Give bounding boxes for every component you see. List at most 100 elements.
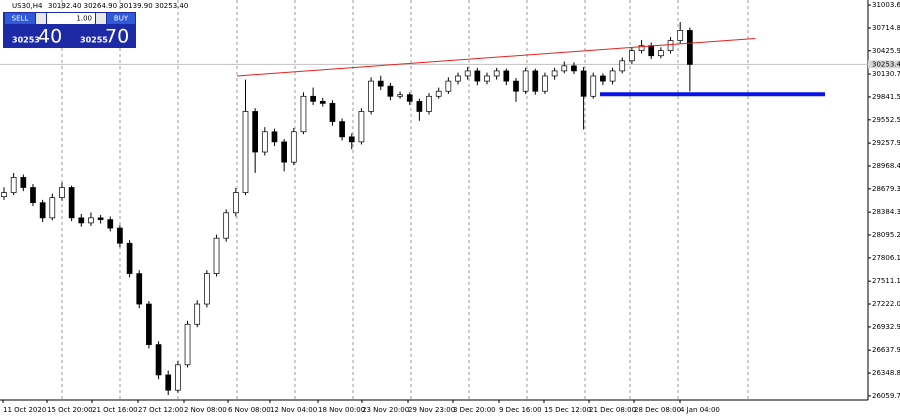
- candle-body: [522, 70, 529, 92]
- candle-body: [464, 70, 471, 77]
- candle-body: [213, 237, 220, 274]
- candle-body: [175, 364, 181, 391]
- buy-pips: 70: [105, 26, 129, 48]
- candle-body: [406, 94, 413, 102]
- x-tick-label: 21 Oct 16:00: [92, 406, 138, 414]
- y-tick-label: 30130.70: [872, 70, 900, 78]
- lot-field[interactable]: [47, 13, 95, 24]
- x-tick-label: 18 Nov 00:00: [318, 406, 365, 414]
- candle-body: [319, 100, 326, 104]
- ohlc-text: 30192.40 30264.90 30139.90 30253.40: [48, 2, 188, 10]
- x-tick-label: 3 Dec 20:00: [453, 406, 496, 414]
- x-tick-label: 11 Oct 2020: [3, 406, 46, 414]
- sell-button[interactable]: [5, 13, 35, 24]
- candle-body: [184, 323, 191, 366]
- candle-body: [49, 197, 56, 219]
- candle-body: [368, 80, 374, 112]
- x-tick-label: 4 Jan 04:00: [680, 406, 720, 414]
- x-tick-label: 6 Nov 08:00: [228, 406, 271, 414]
- buy-label: BUY: [114, 15, 129, 23]
- candle-body: [387, 85, 394, 97]
- candle-body: [242, 111, 249, 193]
- candle-body: [513, 80, 519, 92]
- candle-body: [435, 90, 442, 97]
- candle-body: [290, 131, 297, 163]
- x-tick-label: 12 Nov 04:00: [270, 406, 317, 414]
- last-price-box: [868, 60, 900, 69]
- candle-body: [687, 30, 693, 65]
- candle-body: [638, 45, 645, 52]
- buy-button[interactable]: [107, 13, 135, 24]
- candle-body: [136, 273, 143, 305]
- candle-body: [532, 70, 539, 92]
- candle-body: [445, 80, 452, 92]
- candle-body: [310, 95, 316, 102]
- candle-body: [600, 75, 606, 82]
- candle-body: [580, 70, 587, 97]
- y-tick-label: 29552.50: [872, 116, 900, 124]
- candle-body: [348, 136, 355, 143]
- lot-arrow[interactable]: [36, 13, 46, 24]
- candle-body: [300, 95, 307, 133]
- candle-body: [619, 60, 626, 72]
- x-tick-label: 23 Nov 20:00: [362, 406, 409, 414]
- y-tick-label: 26637.90: [872, 346, 900, 354]
- x-tick-label: 29 Nov 23:00: [408, 406, 455, 414]
- candle-body: [455, 75, 461, 82]
- candle-body: [10, 177, 17, 193]
- y-tick-label: 30425.90: [872, 47, 900, 55]
- candle-body: [484, 75, 490, 82]
- candle-body: [590, 75, 597, 97]
- x-tick-label: 15 Dec 12:00: [544, 406, 591, 414]
- symbol: US30,H4: [12, 2, 43, 10]
- y-tick-label: 27222.00: [872, 300, 900, 308]
- candle-body: [397, 94, 403, 97]
- y-tick-label: 28095.20: [872, 231, 900, 239]
- sell-label: SELL: [12, 15, 29, 23]
- candle-body: [542, 75, 548, 92]
- y-tick-label: 29257.90: [872, 139, 900, 147]
- candle-body: [271, 131, 278, 143]
- y-tick-label: 26932.90: [872, 323, 900, 331]
- candle-body: [474, 70, 481, 82]
- y-tick-label: 26348.80: [872, 369, 900, 377]
- candle-body: [68, 187, 75, 219]
- lot-arrow[interactable]: [96, 13, 106, 24]
- y-tick-label: 30714.80: [872, 24, 900, 32]
- candle-body: [329, 103, 336, 122]
- candle-body: [117, 227, 123, 244]
- candle-body: [194, 303, 201, 325]
- candle-body: [503, 70, 510, 82]
- candle-body: [1, 192, 7, 198]
- candle-body: [88, 217, 94, 224]
- y-tick-label: 29841.50: [872, 93, 900, 101]
- candle-body: [629, 50, 635, 62]
- candle-body: [107, 219, 114, 229]
- x-tick-label: 15 Oct 20:00: [47, 406, 93, 414]
- candle-body: [223, 212, 230, 239]
- candle-body: [165, 374, 172, 391]
- trade-panel: SELL 1.00 BUY 30253 40 30255 70: [3, 12, 136, 48]
- candle-body: [667, 40, 674, 52]
- x-tick-label: 28 Dec 08:00: [634, 406, 681, 414]
- y-tick-label: 26059.70: [872, 392, 900, 400]
- candle-body: [339, 121, 345, 138]
- x-tick-label: 9 Dec 16:00: [499, 406, 542, 414]
- candle-body: [155, 344, 162, 376]
- candle-body: [677, 30, 684, 41]
- lot-value: 1.00: [76, 15, 92, 23]
- candle-body: [204, 273, 210, 305]
- candle-body: [426, 95, 432, 112]
- candle-body: [146, 303, 152, 345]
- sell-pips: 40: [38, 26, 62, 48]
- candle-body: [126, 242, 133, 274]
- candle-body: [416, 100, 423, 112]
- buy-price: 30255: [80, 36, 108, 45]
- candle-body: [20, 177, 27, 188]
- candle-body: [281, 141, 287, 163]
- candle-body: [358, 111, 365, 143]
- x-tick-label: 21 Dec 08:00: [589, 406, 636, 414]
- candle-body: [648, 45, 655, 57]
- candle-body: [551, 70, 558, 77]
